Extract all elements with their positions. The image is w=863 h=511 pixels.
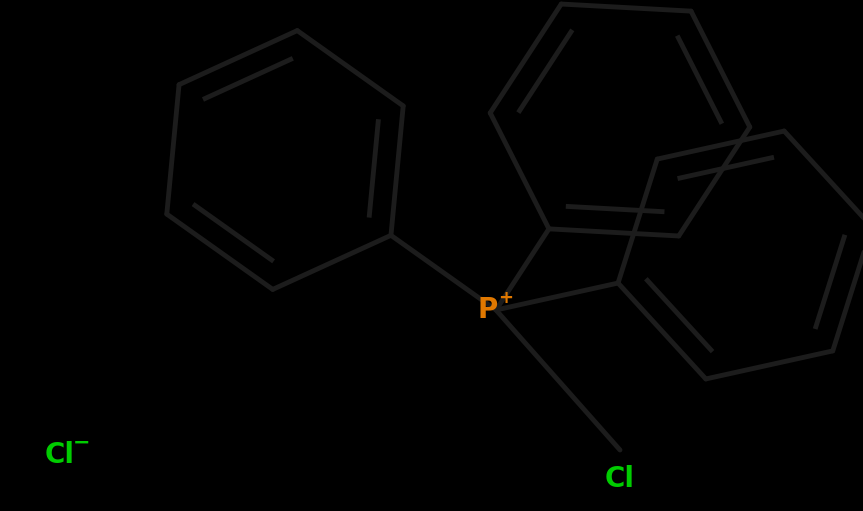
Text: P: P [478, 296, 498, 324]
Text: Cl: Cl [605, 465, 635, 493]
Text: −: − [73, 433, 91, 453]
Text: Cl: Cl [45, 441, 75, 469]
Text: +: + [499, 289, 513, 307]
